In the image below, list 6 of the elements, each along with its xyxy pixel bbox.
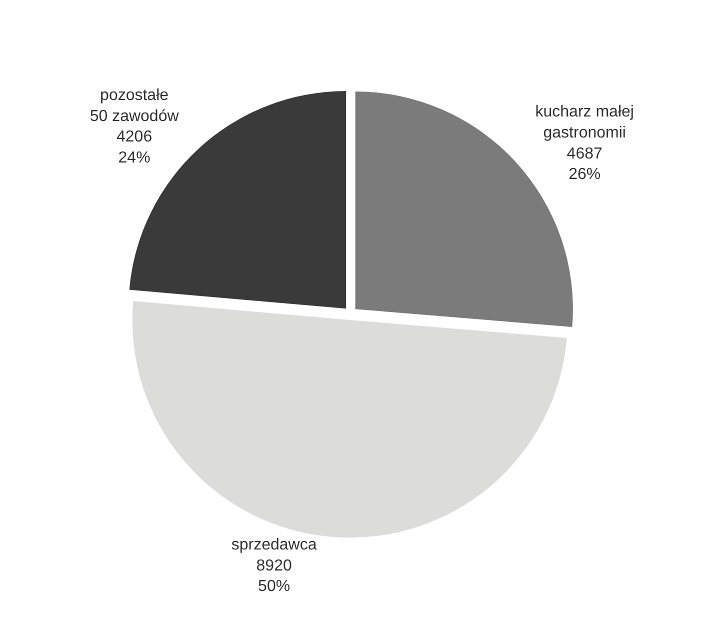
data-label: 4206 24% (116, 128, 152, 166)
data-label: 8920 50% (256, 557, 292, 596)
slice-label: pozostałe 50 zawodów (90, 86, 180, 125)
data-label: 4687 26% (566, 145, 603, 184)
slice-label: sprzedawca (231, 536, 317, 554)
slice-label: kucharz małej gastronomii (535, 104, 634, 142)
